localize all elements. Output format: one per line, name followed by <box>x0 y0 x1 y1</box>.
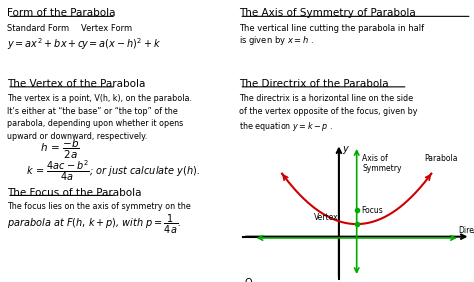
Text: The Directrix of the Parabola: The Directrix of the Parabola <box>239 79 389 89</box>
Text: The directrix is a horizontal line on the side
of the vertex opposite of the foc: The directrix is a horizontal line on th… <box>239 94 418 133</box>
Text: Vertex: Vertex <box>314 213 339 222</box>
Text: The vertical line cutting the parabola in half: The vertical line cutting the parabola i… <box>239 24 425 33</box>
Text: Focus: Focus <box>361 206 383 215</box>
Text: y: y <box>342 144 348 153</box>
Text: $h\,=\,\dfrac{-b}{2a}$: $h\,=\,\dfrac{-b}{2a}$ <box>40 138 80 161</box>
Text: $y = a(x-h)^2 + k$: $y = a(x-h)^2 + k$ <box>81 36 161 52</box>
Text: The vertex is a point, V(h, k), on the parabola.
It’s either at “the base” or “t: The vertex is a point, V(h, k), on the p… <box>7 94 192 141</box>
Text: Parabola: Parabola <box>424 154 458 163</box>
Text: $y = ax^2 + bx + c$: $y = ax^2 + bx + c$ <box>7 36 85 52</box>
Text: is given by $x = h$ .: is given by $x = h$ . <box>239 34 314 47</box>
Text: O: O <box>245 278 252 282</box>
Text: Axis of
Symmetry: Axis of Symmetry <box>362 154 401 173</box>
Text: Standard Form: Standard Form <box>7 24 69 33</box>
Text: Vertex Form: Vertex Form <box>81 24 132 33</box>
Text: Directrix: Directrix <box>458 226 474 235</box>
Text: The focus lies on the axis of symmetry on the: The focus lies on the axis of symmetry o… <box>7 202 191 212</box>
Text: $k\,=\,\dfrac{4ac-b^2}{4a}$; or just calculate $y(h)$.: $k\,=\,\dfrac{4ac-b^2}{4a}$; or just cal… <box>26 158 200 183</box>
Text: parabola at F$(h,\, k+p)$, with $p = \dfrac{1}{4a}$.: parabola at F$(h,\, k+p)$, with $p = \df… <box>7 213 181 236</box>
Text: The Vertex of the Parabola: The Vertex of the Parabola <box>7 79 146 89</box>
Text: x: x <box>472 225 474 235</box>
Text: The Axis of Symmetry of Parabola: The Axis of Symmetry of Parabola <box>239 8 416 18</box>
Text: The Focus of the Parabola: The Focus of the Parabola <box>7 188 142 197</box>
Text: Form of the Parabola: Form of the Parabola <box>7 8 116 18</box>
